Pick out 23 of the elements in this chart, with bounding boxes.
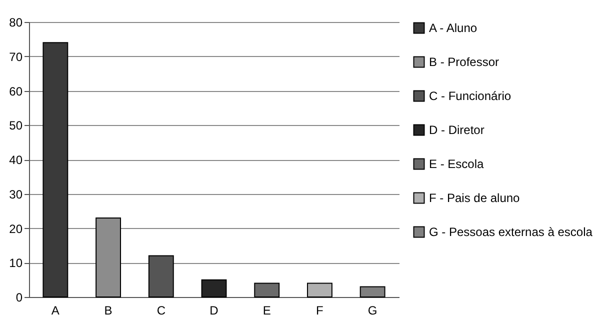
legend-label: E - Escola (429, 157, 484, 171)
x-tick-label: F (316, 304, 324, 318)
x-tick-label: B (104, 304, 112, 318)
y-tick-label: 30 (9, 187, 23, 202)
y-tick-label: 20 (9, 222, 23, 236)
y-tick-label: 0 (16, 290, 23, 304)
x-tick-label: E (262, 304, 271, 318)
x-tick-label: D (210, 304, 219, 318)
legend-label: F - Pais de aluno (429, 191, 520, 205)
x-tick-label: C (156, 304, 166, 318)
y-tick-label: 70 (9, 50, 23, 64)
legend-label: D - Diretor (429, 123, 484, 137)
y-tick-label: 80 (9, 16, 23, 30)
x-tick-label: A (51, 304, 60, 318)
y-tick-label: 40 (9, 153, 23, 167)
y-tick-label: 10 (9, 256, 23, 270)
legend-label: G - Pessoas externas à escola (429, 225, 593, 239)
x-tick-label: G (368, 304, 378, 318)
legend-label: C - Funcionário (429, 89, 512, 103)
legend-label: B - Professor (429, 55, 500, 69)
legend-label: A - Aluno (429, 21, 478, 35)
y-tick-label: 60 (9, 84, 23, 98)
y-tick-label: 50 (9, 118, 23, 133)
